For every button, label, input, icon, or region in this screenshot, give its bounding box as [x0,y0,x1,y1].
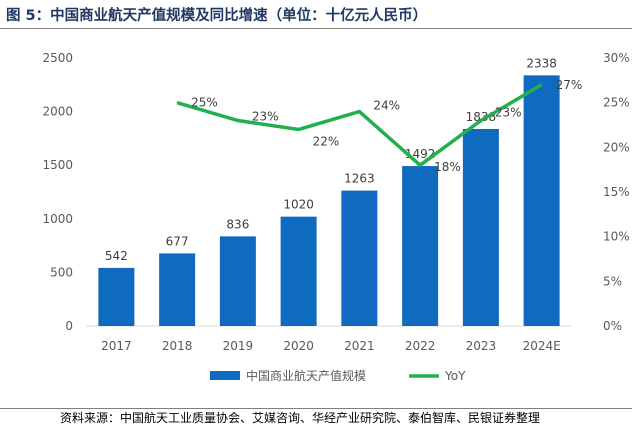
yoy-value-label: 23% [252,110,279,124]
x-axis-tick-label: 2019 [223,339,254,353]
bar-value-label: 836 [226,217,249,231]
right-axis-tick-label: 30% [603,51,630,65]
bar-value-label: 1838 [466,110,497,124]
bar [98,267,135,326]
left-axis-tick-label: 2000 [42,105,73,119]
chart-title: 图 5：中国商业航天产值规模及同比增速（单位：十亿元人民币） [6,8,428,24]
bar [341,190,378,326]
bar [462,128,499,326]
yoy-value-label: 25% [191,96,218,110]
right-axis-tick-label: 10% [603,230,630,244]
bar-value-label: 1020 [283,198,314,212]
legend-bar-swatch [210,371,240,380]
bar [280,216,317,326]
right-axis-tick-label: 25% [603,96,630,110]
bar-value-label: 677 [166,234,189,248]
yoy-data-point [237,120,239,122]
right-axis-tick-label: 5% [603,274,622,288]
left-axis-tick-label: 2500 [42,51,73,65]
yoy-data-point [541,84,543,86]
x-axis-tick-label: 2020 [283,339,314,353]
left-axis-tick-label: 1500 [42,158,73,172]
x-axis-tick-label: 2024E [523,339,561,353]
source-divider [0,408,632,409]
yoy-data-point [419,164,421,166]
legend-bar-label: 中国商业航天产值规模 [246,368,366,383]
right-axis-tick-label: 15% [603,185,630,199]
yoy-value-label: 23% [495,106,522,120]
yoy-data-point [298,128,300,130]
x-axis-tick-label: 2018 [162,339,193,353]
bar-value-label: 2338 [526,56,557,70]
x-axis-tick-label: 2022 [405,339,436,353]
yoy-value-label: 22% [313,134,340,148]
bar [523,75,560,327]
left-axis-tick-label: 0 [65,319,73,333]
right-axis-tick-label: 20% [603,140,630,154]
bar-line-chart: 0 500 1000 1500 2000 2500 0% 5% 10% 15% 20% 25% 30% 5… [42,51,630,383]
left-axis-tick-label: 1000 [42,212,73,226]
title-divider [0,28,632,29]
bar [219,236,256,326]
x-axis-tick-label: 2017 [101,339,132,353]
bar [159,253,196,326]
bar-value-label: 1263 [344,172,375,186]
source-note: 资料来源：中国航天工业质量协会、艾媒咨询、华经产业研究院、泰伯智库、民银证券整理 [60,411,541,425]
bar-value-label: 542 [105,249,128,263]
legend-line-label: YoY [444,369,466,383]
bar [402,166,439,326]
yoy-data-point [176,102,178,104]
x-axis-tick-label: 2023 [466,339,497,353]
right-axis-tick-label: 0% [603,319,622,333]
yoy-value-label: 24% [373,99,400,113]
x-axis-tick-label: 2021 [344,339,375,353]
yoy-value-label: 27% [556,78,583,92]
yoy-data-point [358,111,360,113]
yoy-value-label: 18% [434,160,461,174]
yoy-data-point [480,120,482,122]
left-axis-tick-label: 500 [50,265,73,279]
